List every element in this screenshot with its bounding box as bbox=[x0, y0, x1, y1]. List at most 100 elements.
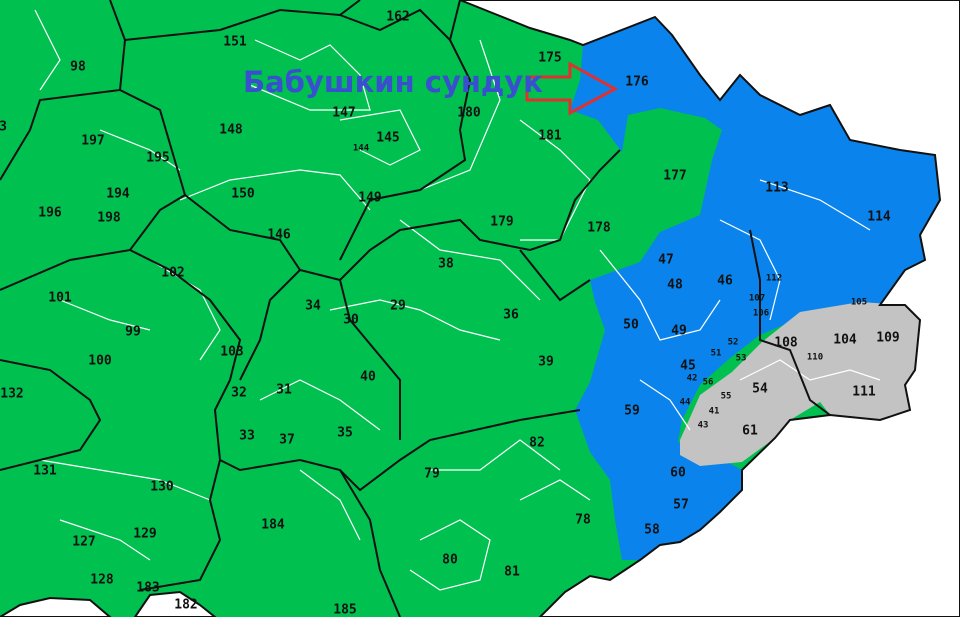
region-label-78: 78 bbox=[575, 513, 591, 528]
region-label-127: 127 bbox=[72, 535, 95, 550]
region-label-112: 112 bbox=[766, 274, 782, 284]
region-label-176: 176 bbox=[625, 75, 649, 90]
region-labels: 1621519831471481451441801751761811971951… bbox=[0, 10, 900, 617]
region-label-53: 53 bbox=[736, 354, 747, 364]
region-label-177: 177 bbox=[663, 169, 686, 184]
region-label-58: 58 bbox=[644, 523, 660, 538]
region-label-185: 185 bbox=[333, 603, 356, 617]
region-label-194: 194 bbox=[106, 187, 130, 202]
region-label-82: 82 bbox=[529, 436, 545, 451]
region-label-147: 147 bbox=[332, 106, 355, 121]
outside-area bbox=[459, 0, 960, 617]
region-label-56: 56 bbox=[703, 378, 714, 388]
region-label-38: 38 bbox=[438, 257, 454, 272]
region-label-54: 54 bbox=[752, 382, 768, 397]
region-label-106: 106 bbox=[753, 309, 769, 319]
region-label-43: 43 bbox=[698, 421, 709, 431]
region-label-31: 31 bbox=[276, 383, 292, 398]
region-label-101: 101 bbox=[48, 291, 72, 306]
region-label-37: 37 bbox=[279, 433, 295, 448]
region-label-99: 99 bbox=[125, 325, 141, 340]
region-label-57: 57 bbox=[673, 498, 689, 513]
region-label-34: 34 bbox=[305, 299, 321, 314]
region-label-197: 197 bbox=[81, 134, 104, 149]
region-label-130: 130 bbox=[150, 480, 174, 495]
region-label-150: 150 bbox=[231, 187, 255, 202]
region-label-80: 80 bbox=[442, 553, 458, 568]
district-borders bbox=[34, 9, 881, 591]
region-label-179: 179 bbox=[490, 215, 513, 230]
region-label-103: 103 bbox=[220, 345, 243, 360]
gray-zone bbox=[680, 302, 920, 466]
region-label-100: 100 bbox=[88, 354, 112, 369]
region-label-40: 40 bbox=[360, 370, 376, 385]
region-label-45: 45 bbox=[680, 359, 696, 374]
region-label-52: 52 bbox=[728, 338, 739, 348]
region-label-79: 79 bbox=[424, 467, 440, 482]
region-label-32: 32 bbox=[231, 386, 247, 401]
red-outline-arrow-icon bbox=[525, 61, 619, 116]
pointer-arrow bbox=[525, 61, 619, 116]
region-label-81: 81 bbox=[504, 565, 520, 580]
region-label-29: 29 bbox=[390, 299, 406, 314]
region-label-3: 3 bbox=[0, 120, 7, 135]
region-label-113: 113 bbox=[765, 181, 788, 196]
region-label-46: 46 bbox=[717, 274, 733, 289]
region-label-33: 33 bbox=[239, 429, 255, 444]
region-label-51: 51 bbox=[711, 349, 722, 359]
region-label-145: 145 bbox=[376, 131, 399, 146]
region-label-36: 36 bbox=[503, 308, 519, 323]
region-label-184: 184 bbox=[261, 518, 285, 533]
region-label-35: 35 bbox=[337, 426, 353, 441]
region-label-175: 175 bbox=[538, 51, 561, 66]
region-label-180: 180 bbox=[457, 106, 481, 121]
region-label-105: 105 bbox=[851, 298, 867, 308]
region-label-39: 39 bbox=[538, 355, 554, 370]
region-label-48: 48 bbox=[667, 278, 683, 293]
region-label-107: 107 bbox=[749, 294, 765, 304]
region-label-102: 102 bbox=[161, 266, 184, 281]
region-label-30: 30 bbox=[343, 313, 359, 328]
region-label-162: 162 bbox=[386, 10, 409, 25]
region-label-55: 55 bbox=[721, 392, 732, 402]
region-label-50: 50 bbox=[623, 318, 639, 333]
map-caption: Бабушкин сундук bbox=[243, 65, 543, 99]
region-label-49: 49 bbox=[671, 324, 687, 339]
region-label-148: 148 bbox=[219, 123, 243, 138]
region-label-60: 60 bbox=[670, 466, 686, 481]
region-label-178: 178 bbox=[587, 221, 611, 236]
region-label-59: 59 bbox=[624, 404, 640, 419]
region-label-104: 104 bbox=[833, 333, 857, 348]
region-label-109: 109 bbox=[876, 331, 899, 346]
region-label-144: 144 bbox=[353, 144, 370, 154]
region-label-196: 196 bbox=[38, 206, 62, 221]
region-label-61: 61 bbox=[742, 424, 758, 439]
region-label-151: 151 bbox=[223, 35, 247, 50]
region-label-114: 114 bbox=[867, 210, 891, 225]
region-label-181: 181 bbox=[538, 129, 562, 144]
region-label-129: 129 bbox=[133, 527, 156, 542]
region-label-131: 131 bbox=[33, 464, 57, 479]
region-label-111: 111 bbox=[852, 385, 876, 400]
region-label-41: 41 bbox=[709, 407, 720, 417]
outside-area bbox=[133, 590, 217, 617]
region-label-146: 146 bbox=[267, 228, 291, 243]
region-label-149: 149 bbox=[358, 191, 381, 206]
region-label-198: 198 bbox=[97, 211, 121, 226]
region-label-47: 47 bbox=[658, 253, 674, 268]
region-label-44: 44 bbox=[680, 398, 691, 408]
region-label-182: 182 bbox=[174, 598, 197, 613]
region-label-108: 108 bbox=[774, 336, 798, 351]
region-label-42: 42 bbox=[687, 374, 698, 384]
region-borders bbox=[0, 0, 831, 617]
blue-zone bbox=[570, 17, 940, 560]
region-label-132: 132 bbox=[0, 387, 23, 402]
region-label-98: 98 bbox=[70, 60, 86, 75]
region-label-195: 195 bbox=[146, 151, 169, 166]
region-label-110: 110 bbox=[807, 353, 823, 363]
region-label-183: 183 bbox=[136, 581, 159, 596]
region-label-128: 128 bbox=[90, 573, 114, 588]
outside-area bbox=[0, 596, 112, 617]
